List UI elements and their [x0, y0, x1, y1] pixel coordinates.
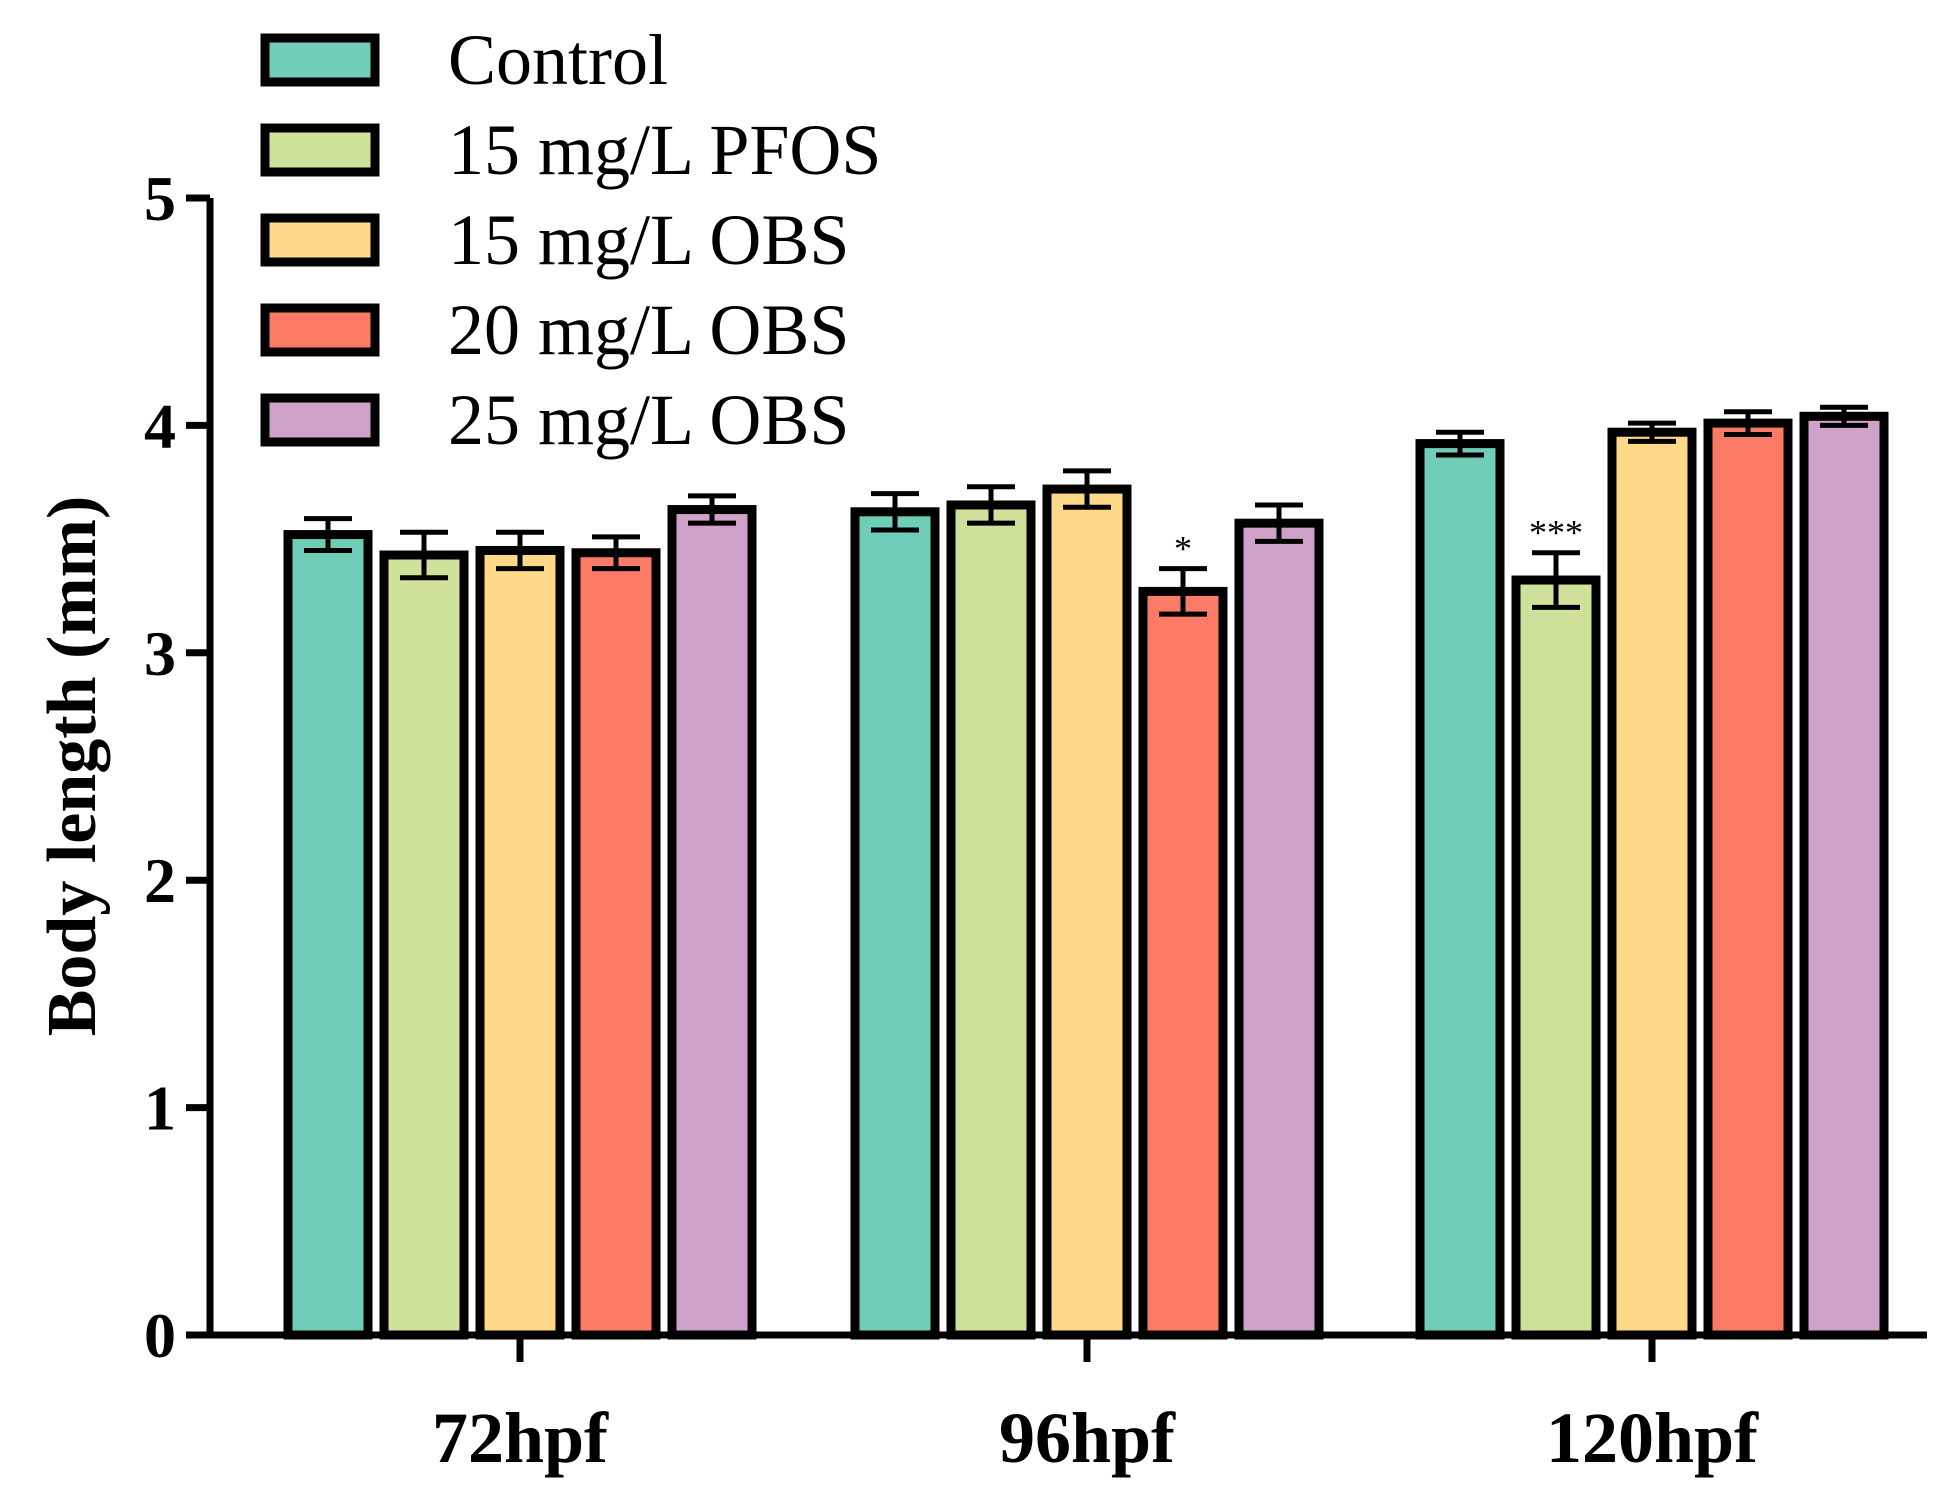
legend-swatch — [260, 123, 380, 177]
legend-label: 20 mg/L OBS — [448, 290, 849, 370]
bar-72hpf-4 — [667, 505, 757, 1340]
legend-swatch — [260, 393, 380, 447]
legend-swatch — [260, 213, 380, 267]
bar-72hpf-1 — [379, 550, 469, 1340]
bar-96hpf-2 — [1042, 484, 1132, 1340]
legend-swatch — [260, 33, 380, 87]
bar-120hpf-3 — [1703, 418, 1793, 1340]
legend-label: 15 mg/L OBS — [448, 200, 849, 280]
bar-72hpf-3 — [571, 548, 661, 1340]
bar-120hpf-0 — [1415, 439, 1505, 1340]
y-tick-label: 2 — [144, 845, 176, 916]
bar-96hpf-0 — [850, 507, 940, 1340]
bar-72hpf-0 — [283, 530, 373, 1340]
bar-120hpf-1 — [1511, 575, 1601, 1340]
y-tick-label: 5 — [144, 163, 176, 234]
axes — [206, 198, 1927, 1339]
x-tick-label: 120hpf — [1546, 1398, 1759, 1478]
y-tick-label: 3 — [144, 618, 176, 689]
bars: * *** — [283, 404, 1889, 1340]
y-ticks: 0 1 2 3 4 5 — [144, 163, 210, 1371]
y-tick-label: 4 — [144, 390, 176, 461]
x-tick-label: 96hpf — [999, 1398, 1176, 1478]
bar-96hpf-4 — [1234, 518, 1324, 1340]
y-tick-label: 0 — [144, 1300, 176, 1371]
bar-96hpf-3 — [1138, 586, 1228, 1340]
legend-swatch — [260, 303, 380, 357]
x-tick-label: 72hpf — [432, 1398, 609, 1478]
bar-120hpf-2 — [1607, 427, 1697, 1340]
significance-label: * — [1174, 529, 1192, 569]
legend: Control 15 mg/L PFOS 15 mg/L OBS 20 mg/L OB… — [260, 20, 881, 460]
bar-96hpf-1 — [946, 500, 1036, 1340]
bar-72hpf-2 — [475, 545, 565, 1340]
y-tick-label: 1 — [144, 1073, 176, 1144]
y-axis-title: Body length (mm) — [34, 496, 111, 1037]
x-ticks: 72hpf 96hpf 120hpf — [432, 1335, 1759, 1478]
legend-label: 25 mg/L OBS — [448, 380, 849, 460]
legend-label: Control — [448, 20, 668, 100]
legend-label: 15 mg/L PFOS — [448, 110, 881, 190]
bar-120hpf-4 — [1799, 411, 1889, 1340]
significance-label: *** — [1529, 513, 1583, 553]
